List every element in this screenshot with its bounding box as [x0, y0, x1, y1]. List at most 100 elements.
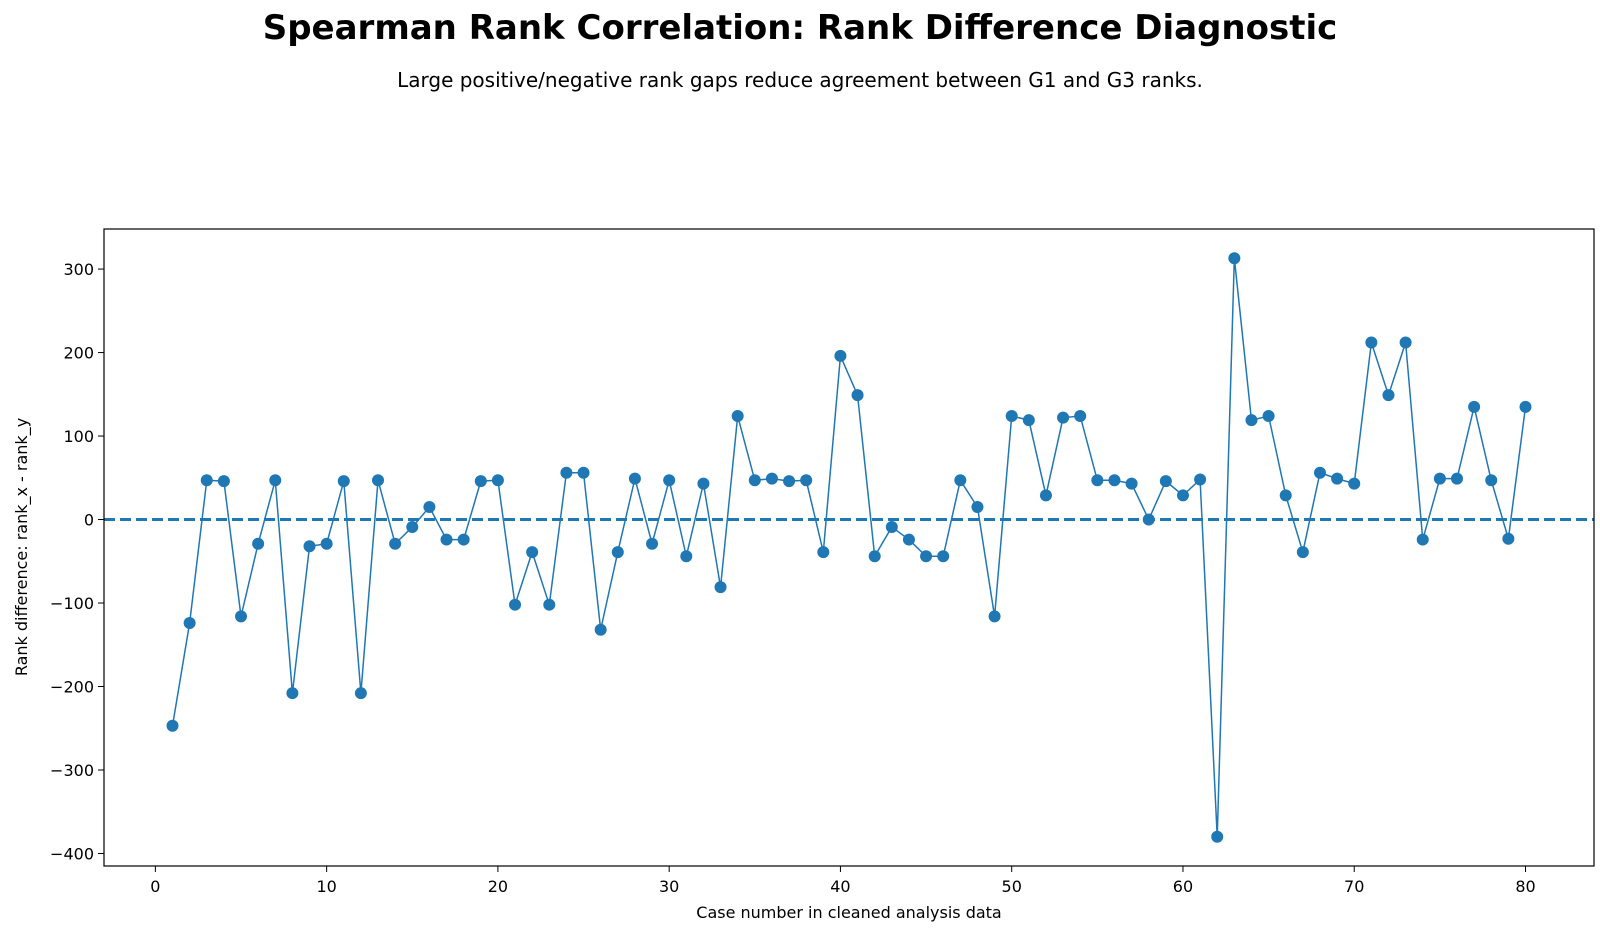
y-tick-label: 0 — [84, 511, 94, 530]
data-point — [491, 474, 504, 487]
y-tick-label: −300 — [50, 761, 94, 780]
y-tick-label: 300 — [63, 260, 94, 279]
data-point — [1125, 477, 1138, 490]
data-point — [1262, 410, 1275, 423]
data-point — [646, 537, 659, 550]
y-tick-label: −200 — [50, 678, 94, 697]
data-point — [1194, 473, 1207, 486]
data-point — [1039, 489, 1052, 502]
data-point — [1074, 410, 1087, 423]
data-point — [474, 475, 487, 488]
x-tick-label: 10 — [316, 877, 336, 896]
chart-subtitle: Large positive/negative rank gaps reduce… — [397, 68, 1203, 92]
plot-frame — [103, 228, 1595, 867]
data-point — [1211, 830, 1224, 843]
data-point — [628, 472, 641, 485]
data-point — [1399, 336, 1412, 349]
data-point — [800, 474, 813, 487]
data-point — [1245, 414, 1258, 427]
data-point — [1176, 489, 1189, 502]
data-point — [1279, 489, 1292, 502]
data-point — [1468, 400, 1481, 413]
data-point — [697, 477, 710, 490]
y-axis-label: Rank difference: rank_x - rank_y — [12, 418, 32, 676]
data-point — [560, 466, 573, 479]
data-point — [1091, 474, 1104, 487]
data-point — [1108, 474, 1121, 487]
data-point — [372, 474, 385, 487]
data-point — [680, 550, 693, 563]
series-layer — [166, 252, 1532, 843]
data-point — [1502, 532, 1515, 545]
data-point — [1348, 477, 1361, 490]
data-point — [1485, 474, 1498, 487]
data-point — [406, 521, 419, 534]
data-point — [269, 474, 282, 487]
data-point — [988, 610, 1001, 623]
data-point — [1416, 533, 1429, 546]
data-point — [337, 475, 350, 488]
x-tick-label: 80 — [1515, 877, 1535, 896]
data-point — [457, 533, 470, 546]
x-tick-label: 70 — [1344, 877, 1364, 896]
data-point — [252, 537, 265, 550]
data-point — [286, 687, 299, 700]
data-point — [611, 546, 624, 559]
x-axis-label: Case number in cleaned analysis data — [696, 903, 1001, 922]
data-point — [423, 501, 436, 514]
data-point — [834, 349, 847, 362]
data-point — [663, 474, 676, 487]
data-point — [714, 581, 727, 594]
data-point — [902, 533, 915, 546]
data-point — [166, 719, 179, 732]
data-point — [1005, 410, 1018, 423]
data-point — [1519, 400, 1532, 413]
data-point — [783, 475, 796, 488]
data-point — [731, 410, 744, 423]
data-point — [1450, 472, 1463, 485]
x-tick-label: 20 — [488, 877, 508, 896]
y-tick-label: 100 — [63, 427, 94, 446]
data-point — [817, 546, 830, 559]
x-tick-label: 0 — [150, 877, 160, 896]
data-point — [1296, 546, 1309, 559]
x-tick-label: 50 — [1002, 877, 1022, 896]
data-point — [1142, 513, 1155, 526]
data-point — [971, 501, 984, 514]
data-point — [320, 537, 333, 550]
data-point — [1022, 414, 1035, 427]
x-tick-label: 60 — [1173, 877, 1193, 896]
data-point — [526, 546, 539, 559]
data-point — [440, 533, 453, 546]
data-point — [868, 550, 881, 563]
data-point — [303, 540, 316, 553]
data-point — [851, 389, 864, 402]
data-point — [577, 466, 590, 479]
data-point — [937, 550, 950, 563]
data-point — [920, 550, 933, 563]
data-point — [594, 623, 607, 636]
data-point — [765, 472, 778, 485]
chart-title: Spearman Rank Correlation: Rank Differen… — [262, 8, 1338, 48]
data-point — [1382, 389, 1395, 402]
data-point — [1057, 411, 1070, 424]
data-point — [1313, 466, 1326, 479]
data-point — [1228, 252, 1241, 265]
data-point — [748, 474, 761, 487]
data-point — [235, 610, 248, 623]
data-point — [217, 475, 230, 488]
data-point — [354, 687, 367, 700]
data-point — [509, 598, 522, 611]
data-point — [389, 537, 402, 550]
y-tick-label: −100 — [50, 594, 94, 613]
data-point — [1365, 336, 1378, 349]
x-tick-label: 30 — [659, 877, 679, 896]
x-tick-label: 40 — [830, 877, 850, 896]
data-point — [954, 474, 967, 487]
data-point — [885, 521, 898, 534]
data-point — [543, 598, 556, 611]
data-point — [1159, 475, 1172, 488]
data-point — [1331, 472, 1344, 485]
y-tick-label: −400 — [50, 844, 94, 863]
